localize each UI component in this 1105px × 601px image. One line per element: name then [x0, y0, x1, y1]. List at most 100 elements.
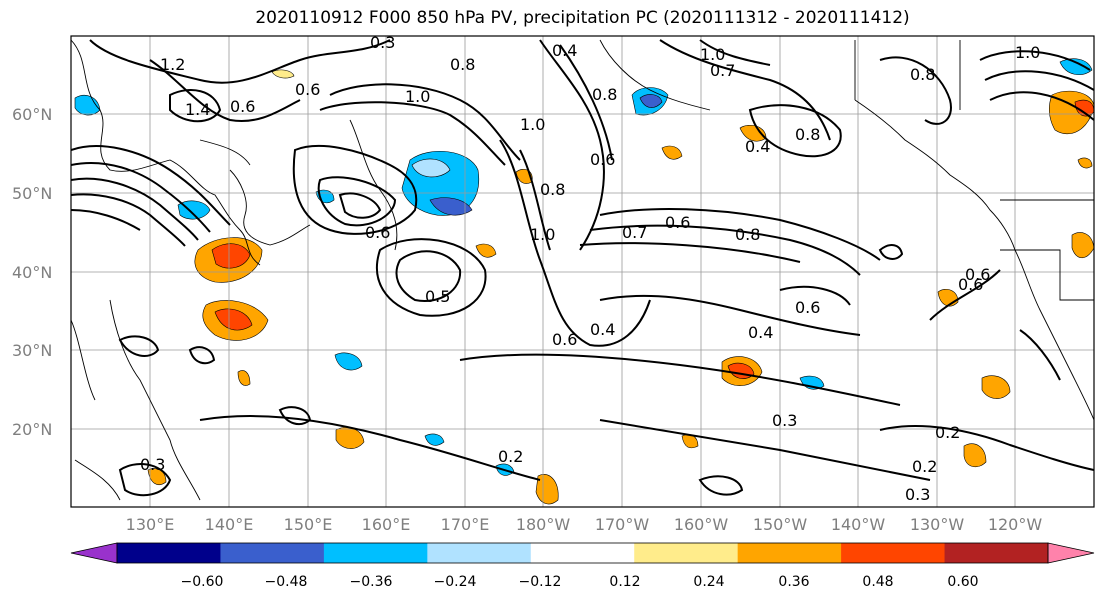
contour-label: 0.8: [450, 55, 475, 74]
lon-label: 140°E: [205, 515, 254, 534]
colorbar-cell: [737, 543, 842, 563]
contour-label: 0.6: [365, 223, 390, 242]
colorbar-tick-label: −0.36: [350, 574, 393, 590]
colorbar-tick-label: 0.12: [609, 574, 640, 590]
colorbar-cell: [117, 543, 221, 563]
colorbar-tick-label: −0.12: [519, 574, 562, 590]
lat-label: 50°N: [12, 184, 52, 203]
neg-anomaly-shade: [177, 200, 211, 220]
colorbar-tick-label: −0.24: [434, 574, 477, 590]
pv-contours: [71, 39, 1094, 497]
contour-label: 0.8: [592, 85, 617, 104]
pos-anomaly-shade: [1077, 157, 1093, 169]
lon-label: 140°W: [831, 515, 886, 534]
contour-label: 0.4: [748, 323, 773, 342]
contour-label: 1.0: [520, 115, 545, 134]
contour-label: 0.8: [910, 65, 935, 84]
colorbar-cell: [634, 543, 739, 563]
contour-label: 0.7: [710, 61, 735, 80]
lon-label: 130°E: [126, 515, 175, 534]
colorbar-tick-label: −0.60: [181, 574, 224, 590]
contour-label: 0.3: [772, 411, 797, 430]
contour-label: 0.6: [295, 80, 320, 99]
contour-label: 0.2: [498, 447, 523, 466]
colorbar-tick-label: 0.48: [862, 574, 893, 590]
colorbar-cell: [841, 543, 946, 563]
lat-label: 20°N: [12, 420, 52, 439]
colorbar-tick-label: −0.48: [265, 574, 308, 590]
lat-label: 60°N: [12, 105, 52, 124]
contour-label: 0.6: [590, 150, 615, 169]
colorbar-low-extend: [70, 542, 118, 564]
contour-label: 0.3: [370, 33, 395, 52]
neg-anomaly-shade: [639, 94, 663, 108]
contour-label: 0.6: [665, 213, 690, 232]
pos-anomaly-shade: [1074, 99, 1094, 117]
contour-label: 0.5: [425, 287, 450, 306]
colorbar-cell: [323, 543, 428, 563]
contour-label: 0.6: [958, 275, 983, 294]
lon-label: 180°W: [516, 515, 571, 534]
colorbar-cell: [944, 543, 1049, 563]
pos-anomaly-shade: [237, 370, 251, 386]
contour-label: 1.2: [160, 55, 185, 74]
lon-label: 160°E: [362, 515, 411, 534]
colorbar: −0.60 −0.48 −0.36 −0.24 −0.12 0.12 0.24 …: [70, 542, 1095, 590]
pos-anomaly-shade: [475, 243, 497, 258]
pos-anomaly-shade: [661, 145, 683, 160]
colorbar-tick-label: 0.36: [778, 574, 809, 590]
pos-anomaly-shade: [147, 468, 167, 485]
contour-label-layer: 0.3 0.4 1.0 1.0 0.8 1.2 0.8 1.4 0.6 1.0 …: [140, 33, 1040, 504]
contour-label: 0.4: [590, 320, 615, 339]
contour-label: 0.3: [140, 455, 165, 474]
contour-label: 0.8: [795, 125, 820, 144]
lon-label: 160°W: [674, 515, 729, 534]
lon-label: 170°W: [595, 515, 650, 534]
contour-label: 1.4: [185, 100, 210, 119]
pos-anomaly-shade: [981, 375, 1011, 399]
contour-label: 0.6: [965, 265, 990, 284]
colorbar-high-extend: [1047, 542, 1095, 564]
coastlines: [71, 39, 1094, 501]
contour-label: 0.6: [552, 330, 577, 349]
lat-label: 40°N: [12, 263, 52, 282]
plot-frame: [70, 35, 1095, 508]
colorbar-tick-label: 0.24: [693, 574, 724, 590]
pos-anomaly-shade: [963, 443, 987, 468]
lon-label: 150°E: [284, 515, 333, 534]
colorbar-cell: [220, 543, 325, 563]
lon-label: 150°W: [753, 515, 808, 534]
lon-label: 120°W: [988, 515, 1043, 534]
contour-label: 0.2: [935, 423, 960, 442]
contour-label: 0.7: [622, 223, 647, 242]
graticule: [71, 36, 1094, 507]
contour-label: 0.3: [905, 485, 930, 504]
contour-label: 1.0: [405, 87, 430, 106]
colorbar-cell: [530, 543, 635, 563]
pos-anomaly-shade: [271, 69, 295, 79]
contour-label: 0.2: [912, 457, 937, 476]
contour-label: 0.8: [540, 180, 565, 199]
map-title: 2020110912 F000 850 hPa PV, precipitatio…: [255, 8, 910, 28]
contour-label: 1.0: [530, 225, 555, 244]
longitude-labels: 130°E 140°E 150°E 160°E 170°E 180°W 170°…: [126, 515, 1043, 534]
contour-label: 1.0: [700, 45, 725, 64]
lon-label: 170°E: [441, 515, 490, 534]
latitude-labels: 60°N 50°N 40°N 30°N 20°N: [12, 105, 52, 439]
contour-label: 0.4: [745, 137, 770, 156]
neg-anomaly-shade: [1059, 58, 1093, 75]
lon-label: 130°W: [910, 515, 965, 534]
pos-anomaly-shade: [211, 243, 251, 269]
contour-label: 0.8: [735, 225, 760, 244]
contour-label: 0.6: [795, 298, 820, 317]
colorbar-cell: [427, 543, 532, 563]
contour-label: 0.6: [230, 97, 255, 116]
lat-label: 30°N: [12, 341, 52, 360]
neg-anomaly-shade: [429, 197, 473, 216]
colorbar-tick-label: 0.60: [947, 574, 978, 590]
contour-label: 1.0: [1015, 43, 1040, 62]
neg-anomaly-shade: [334, 352, 363, 371]
pos-anomaly-shade: [214, 308, 253, 331]
colorbar-frame: [116, 542, 1049, 564]
